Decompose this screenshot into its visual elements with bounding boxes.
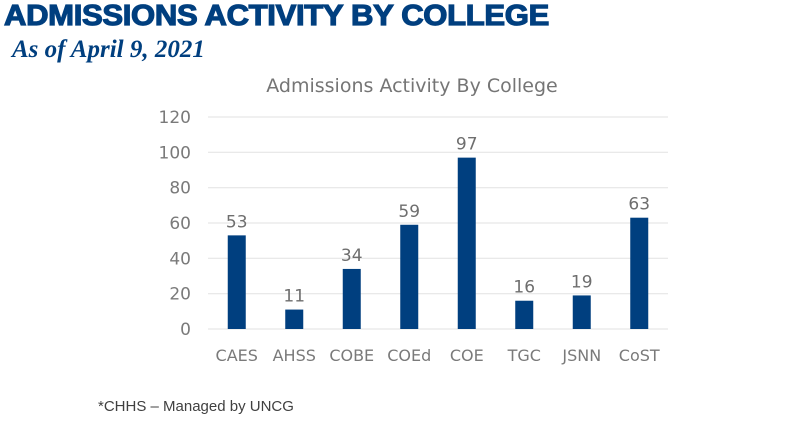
data-label: 19 xyxy=(571,272,593,292)
x-category-label: COE xyxy=(450,346,484,365)
footnote: *CHHS – Managed by UNCG xyxy=(98,398,294,415)
y-tick-label: 120 xyxy=(159,108,191,128)
data-label: 63 xyxy=(628,195,650,215)
page-heading: ADMISSIONS ACTIVITY BY COLLEGE xyxy=(3,0,550,33)
y-tick-label: 100 xyxy=(159,143,191,163)
x-category-label: COBE xyxy=(329,346,374,365)
data-label: 97 xyxy=(456,135,478,155)
y-tick-label: 80 xyxy=(169,179,191,199)
x-category-label: CAES xyxy=(216,346,258,365)
bar-jsnn xyxy=(572,295,591,329)
bars xyxy=(227,157,649,329)
y-tick-label: 40 xyxy=(169,249,191,269)
bar-coed xyxy=(400,224,419,329)
y-axis-ticks: 0 20 40 60 80 100 120 xyxy=(159,108,191,340)
y-tick-label: 20 xyxy=(169,285,191,305)
bar-caes xyxy=(227,235,246,329)
x-category-label: JSNN xyxy=(561,346,601,365)
bar-cost xyxy=(630,217,649,329)
x-category-label: TGC xyxy=(507,346,541,365)
data-label: 11 xyxy=(283,287,305,307)
y-tick-label: 60 xyxy=(169,214,191,234)
page-subheading: As of April 9, 2021 xyxy=(12,36,205,63)
y-tick-label: 0 xyxy=(180,320,191,340)
bar-cobe xyxy=(342,268,361,329)
data-label: 16 xyxy=(513,278,535,298)
bar-tgc xyxy=(515,300,534,329)
bar-coe xyxy=(457,157,476,329)
chart-title: Admissions Activity By College xyxy=(266,75,558,97)
data-label: 59 xyxy=(398,202,420,222)
data-labels: 53 11 34 59 97 16 19 63 xyxy=(226,135,650,307)
data-label: 53 xyxy=(226,212,248,232)
bar-ahss xyxy=(285,309,304,329)
x-category-label: COEd xyxy=(387,346,431,365)
x-category-label: CoST xyxy=(619,346,660,365)
gridlines xyxy=(208,116,668,330)
x-category-label: AHSS xyxy=(273,346,316,365)
data-label: 34 xyxy=(341,246,363,266)
x-axis-categories: CAES AHSS COBE COEd COE TGC JSNN CoST xyxy=(216,346,660,365)
